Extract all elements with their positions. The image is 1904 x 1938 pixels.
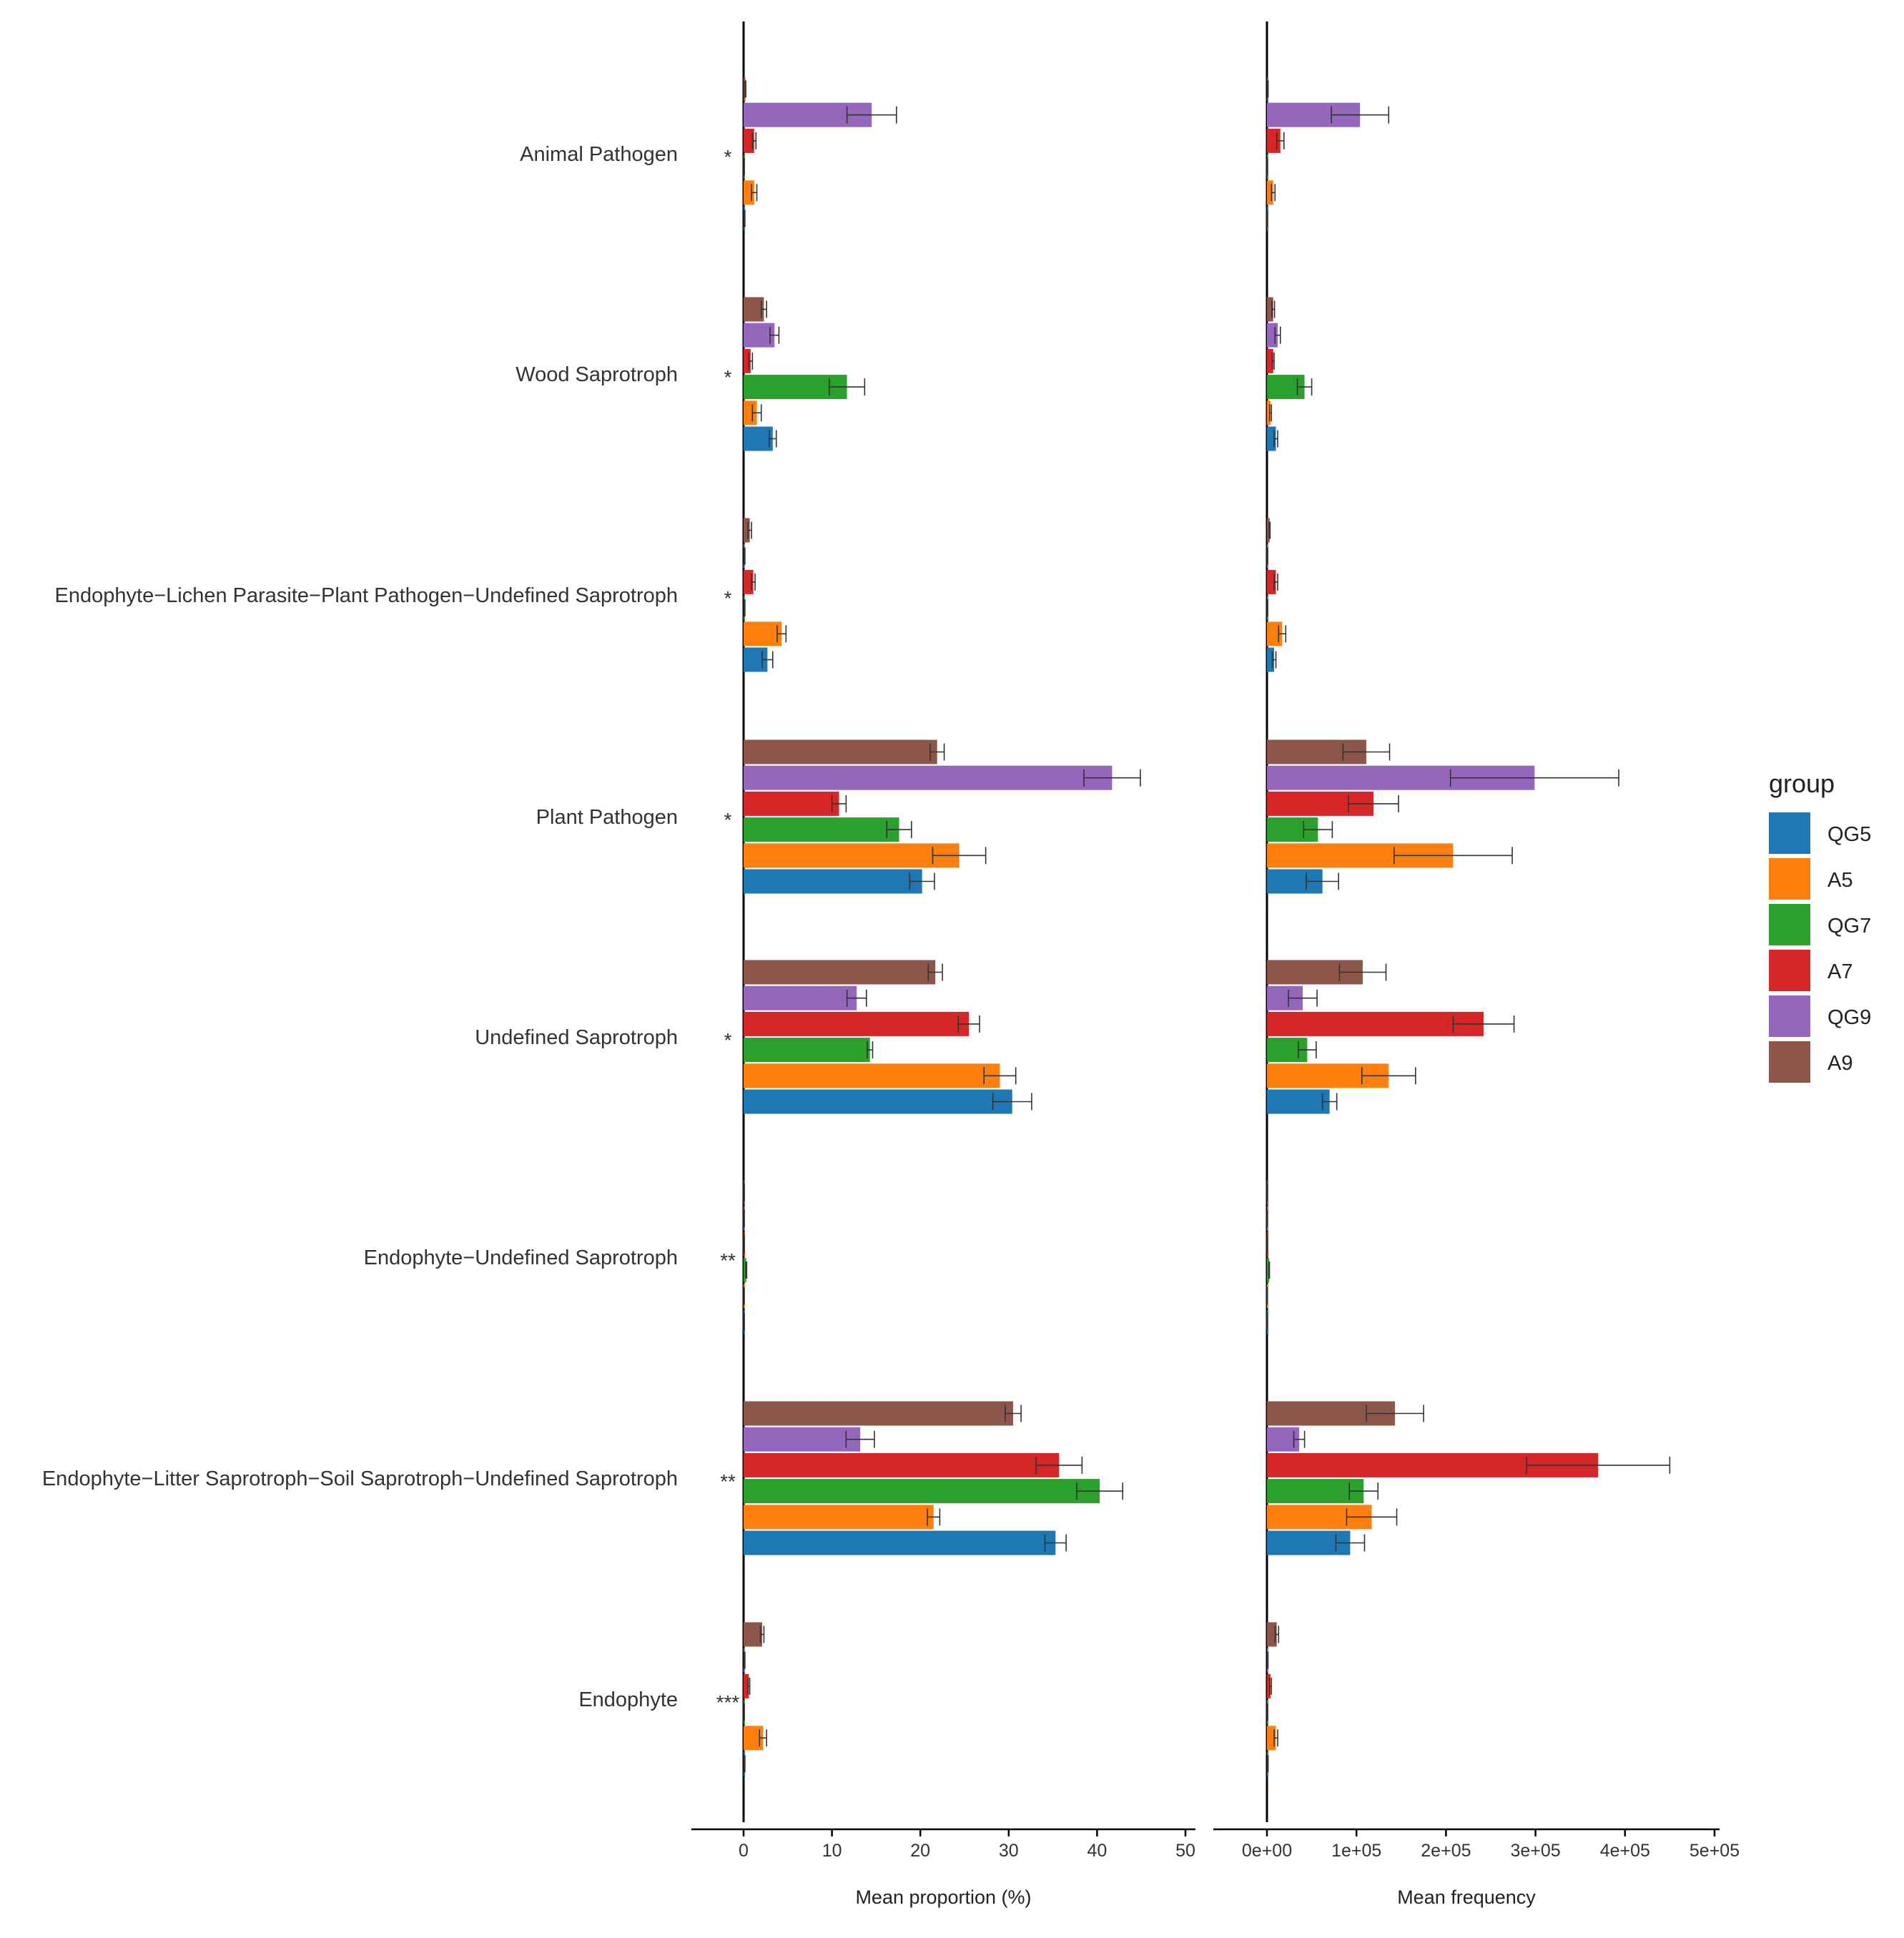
bar-a7 — [744, 128, 754, 153]
bar-a7 — [744, 791, 839, 816]
legend-swatch-a9 — [1769, 1041, 1810, 1083]
bar-qg5 — [744, 869, 922, 894]
bar-a7 — [1267, 348, 1273, 373]
right-panel: 0e+00 1e+05 2e+05 3e+05 4e+05 5e+05 Mean frequ… — [1213, 21, 1740, 1908]
bar-a9 — [744, 739, 937, 764]
bar-a5 — [1267, 180, 1273, 205]
x-tick-label: 10 — [822, 1841, 842, 1861]
category-label: Plant Pathogen — [536, 806, 678, 829]
bar-qg9 — [744, 765, 1113, 790]
significance-label: * — [724, 587, 732, 609]
bar-qg5 — [1267, 1309, 1268, 1334]
x-tick-label: 2e+05 — [1421, 1841, 1471, 1861]
x-tick-label: 0e+00 — [1242, 1841, 1292, 1861]
bar-qg7 — [1267, 1479, 1364, 1504]
legend-label: QG7 — [1827, 915, 1871, 938]
significance-label: * — [724, 366, 732, 388]
significance-label: ** — [720, 1249, 736, 1271]
legend-swatch-a5 — [1769, 858, 1810, 900]
bar-a7 — [744, 1452, 1060, 1477]
bar-qg7 — [1267, 1258, 1270, 1283]
x-tick-label: 3e+05 — [1510, 1841, 1560, 1861]
x-tick-label: 5e+05 — [1690, 1841, 1740, 1861]
bar-a9 — [744, 1622, 762, 1647]
category-label: Endophyte−Undefined Saprotroph — [364, 1246, 678, 1269]
bar-qg5 — [744, 1089, 1012, 1114]
significance-label: ** — [720, 1470, 736, 1492]
bar-qg7 — [744, 1038, 870, 1063]
category-label: Endophyte — [578, 1688, 678, 1711]
bar-qg9 — [744, 1427, 861, 1452]
legend-swatch-qg5 — [1769, 812, 1810, 854]
x-tick-label: 40 — [1087, 1841, 1107, 1861]
x-tick-label: 20 — [910, 1841, 930, 1861]
bar-a5 — [1267, 400, 1271, 426]
x-tick-label: 4e+05 — [1600, 1841, 1650, 1861]
bar-a5 — [1267, 1284, 1268, 1309]
legend-label: QG9 — [1827, 1006, 1871, 1029]
bar-a7 — [1267, 1011, 1484, 1036]
bar-qg9 — [744, 323, 775, 348]
bar-a5 — [744, 621, 782, 646]
x-axis-title: Mean proportion (%) — [855, 1887, 1031, 1908]
category-label: Endophyte−Litter Saprotroph−Soil Saprotr… — [42, 1467, 678, 1490]
legend-swatch-qg7 — [1769, 904, 1810, 945]
legend-label: A5 — [1827, 869, 1853, 892]
bar-a9 — [744, 960, 936, 985]
x-tick-label: 50 — [1175, 1841, 1195, 1861]
legend: group QG5 A5 QG7 A7 QG9 A9 — [1769, 769, 1871, 1083]
significance-label: * — [724, 1029, 732, 1051]
x-tick-label: 30 — [999, 1841, 1019, 1861]
bar-a7 — [744, 1673, 749, 1698]
legend-swatch-a7 — [1769, 950, 1810, 991]
bar-a7 — [744, 1011, 970, 1036]
bar-a7 — [1267, 1673, 1271, 1698]
legend-label: QG5 — [1827, 823, 1871, 846]
x-tick-label: 0 — [739, 1841, 749, 1861]
x-tick-label: 1e+05 — [1331, 1841, 1381, 1861]
bar-qg7 — [744, 817, 899, 842]
significance-label: * — [724, 146, 732, 168]
bar-a9 — [744, 1401, 1013, 1426]
legend-title: group — [1769, 769, 1835, 798]
legend-swatch-qg9 — [1769, 995, 1810, 1037]
bar-a9 — [744, 518, 750, 543]
bar-a5 — [744, 1505, 934, 1530]
significance-label: * — [724, 809, 732, 831]
significance-label: *** — [716, 1691, 740, 1713]
category-label: Animal Pathogen — [520, 143, 678, 166]
bar-qg7 — [744, 1258, 746, 1283]
category-label: Undefined Saprotroph — [475, 1026, 678, 1049]
bar-qg5 — [1267, 647, 1275, 672]
bar-a5 — [744, 400, 757, 426]
bar-a9 — [1267, 518, 1270, 543]
category-label: Wood Saprotroph — [516, 363, 678, 386]
bar-a7 — [744, 348, 751, 373]
bar-qg5 — [744, 426, 773, 451]
bar-qg9 — [744, 985, 857, 1010]
bar-a7 — [744, 569, 754, 594]
legend-label: A7 — [1827, 960, 1853, 983]
bar-a9 — [744, 297, 764, 322]
bar-qg5 — [744, 1530, 1056, 1555]
bar-a9 — [1267, 297, 1273, 322]
legend-label: A9 — [1827, 1052, 1853, 1075]
bar-qg5 — [1267, 1089, 1330, 1114]
bar-a9 — [1267, 1622, 1277, 1647]
bar-a5 — [744, 1063, 1000, 1088]
bar-a5 — [744, 843, 960, 868]
category-label: Endophyte−Lichen Parasite−Plant Pathogen… — [55, 584, 678, 607]
x-axis-title: Mean frequency — [1397, 1887, 1536, 1908]
left-panel: 0 10 20 30 40 50 Mean proportion (%) Animal Pat… — [42, 21, 1195, 1908]
bar-qg7 — [744, 1479, 1100, 1504]
